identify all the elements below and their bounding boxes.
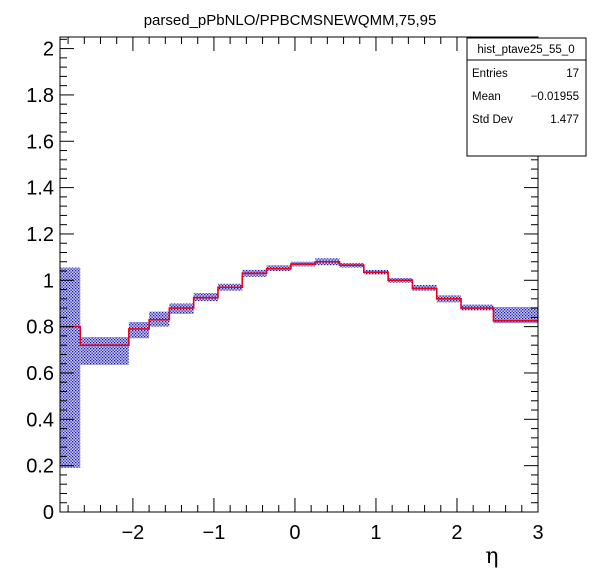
error-band-bin bbox=[493, 306, 538, 324]
x-tick-label: −1 bbox=[203, 522, 226, 544]
stats-stddev-label: Std Dev bbox=[472, 114, 513, 126]
stats-entries-label: Entries bbox=[472, 68, 508, 80]
x-tick-label: 2 bbox=[451, 522, 462, 544]
y-tick-label: 0.6 bbox=[26, 363, 54, 385]
y-tick-label: 2 bbox=[43, 39, 54, 61]
x-tick-label: −2 bbox=[122, 522, 145, 544]
y-axis-ticks: 0 0.2 0.4 0.6 0.8 1 1.2 1.4 1.6 1.8 2 bbox=[26, 39, 538, 524]
y-tick-label: 1 bbox=[43, 270, 54, 292]
chart-title: parsed_pPbNLO/PPBCMSNEWQMM,75,95 bbox=[144, 12, 437, 29]
y-tick-label: 1.2 bbox=[26, 224, 54, 246]
y-tick-label: 0.2 bbox=[26, 456, 54, 478]
y-tick-label: 1.8 bbox=[26, 85, 54, 107]
stats-box-title: hist_ptave25_55_0 bbox=[477, 44, 574, 56]
error-band-bin bbox=[128, 322, 150, 339]
stats-stddev-value: 1.477 bbox=[550, 114, 579, 126]
stats-mean-value: −0.01955 bbox=[531, 91, 579, 103]
x-tick-label: 3 bbox=[532, 522, 543, 544]
error-band-bin bbox=[80, 337, 129, 365]
x-axis-label: η bbox=[485, 544, 498, 569]
stats-entries-value: 17 bbox=[566, 68, 579, 80]
x-tick-label: 1 bbox=[370, 522, 381, 544]
y-tick-label: 1.6 bbox=[26, 131, 54, 153]
histogram-step-line bbox=[60, 260, 538, 346]
y-tick-label: 0.4 bbox=[26, 409, 54, 431]
step-line-layer bbox=[60, 260, 538, 346]
x-tick-label: 0 bbox=[289, 522, 300, 544]
plot-frame bbox=[59, 36, 539, 513]
y-tick-label: 0 bbox=[43, 502, 54, 524]
stats-box: hist_ptave25_55_0 Entries 17 Mean −0.019… bbox=[466, 37, 587, 157]
y-tick-label: 1.4 bbox=[26, 178, 54, 200]
stats-mean-label: Mean bbox=[472, 91, 501, 103]
y-tick-label: 0.8 bbox=[26, 317, 54, 339]
error-band-layer bbox=[60, 258, 538, 468]
stats-box-frame bbox=[466, 37, 587, 157]
x-axis-ticks: −2 −1 0 1 2 3 bbox=[67, 37, 544, 544]
